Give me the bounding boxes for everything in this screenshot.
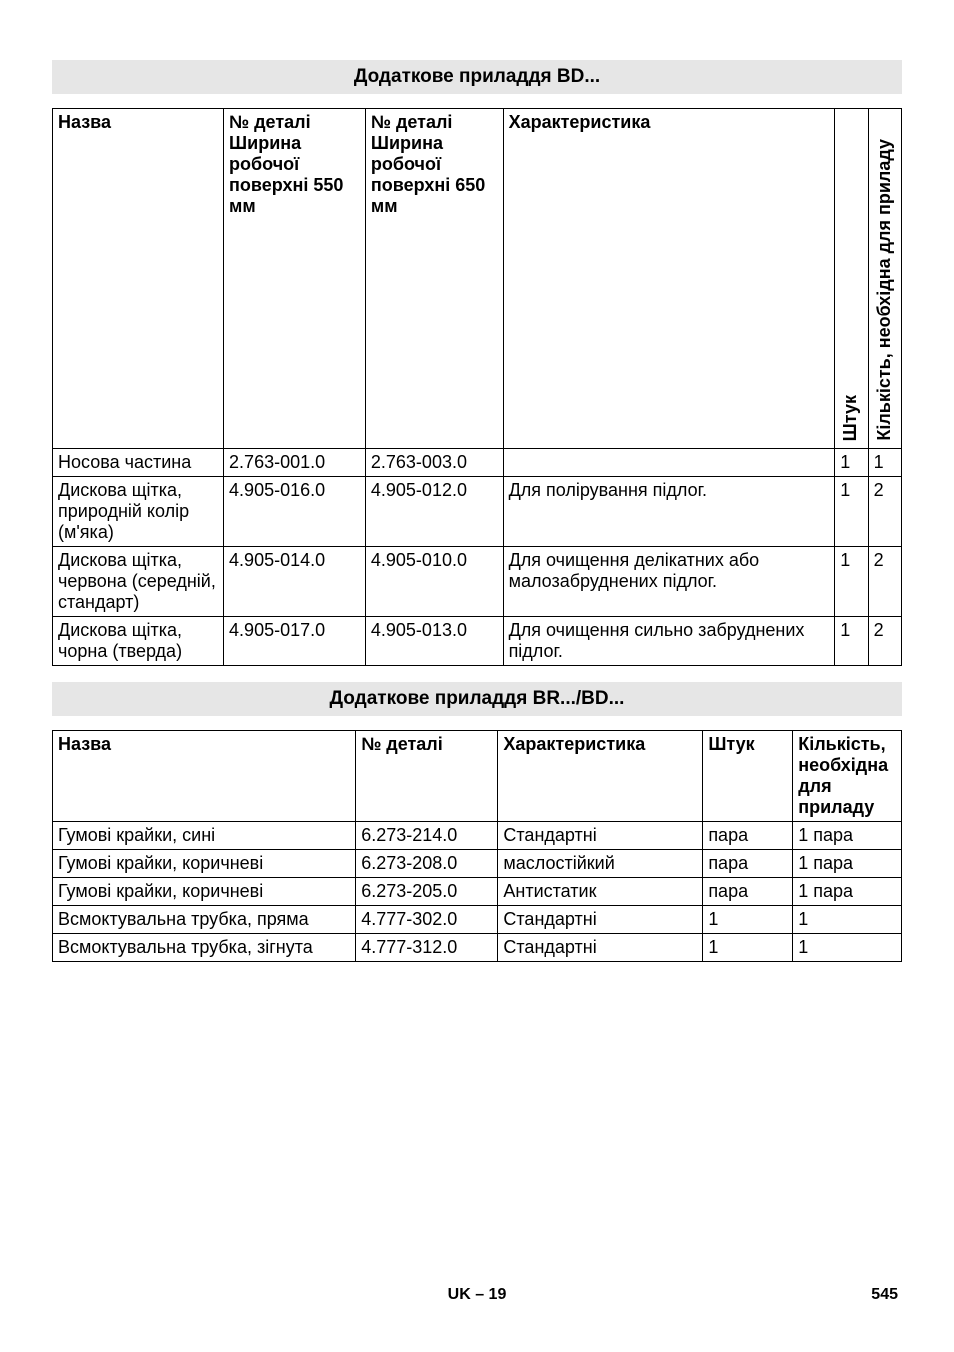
section1-heading: Додаткове приладдя BD... <box>52 60 902 94</box>
col2-desc: Характеристика <box>498 731 703 822</box>
col-name: Назва <box>53 109 224 449</box>
footer: UK – 19 <box>0 1286 954 1304</box>
table1-body: Носова частина 2.763-001.0 2.763-003.0 1… <box>53 449 902 666</box>
table2-body: Гумові крайки, сині 6.273-214.0 Стандарт… <box>53 822 902 962</box>
col2-qty: Кількість, необхідна для приладу <box>793 731 902 822</box>
table-row: Дискова щітка, природній колір (м'яка) 4… <box>53 477 902 547</box>
table-row: Дискова щітка, чорна (тверда) 4.905-017.… <box>53 617 902 666</box>
footer-center: UK – 19 <box>448 1286 507 1304</box>
table-brbd: Назва № деталі Характеристика Штук Кільк… <box>52 730 902 962</box>
col-desc: Характеристика <box>503 109 835 449</box>
col2-part: № деталі <box>356 731 498 822</box>
table-row: Дискова щітка, червона (середній, станда… <box>53 547 902 617</box>
table-row: Всмоктувальна трубка, зігнута 4.777-312.… <box>53 934 902 962</box>
table-row: Всмоктувальна трубка, пряма 4.777-302.0 … <box>53 906 902 934</box>
page-number: 545 <box>871 1286 898 1304</box>
col2-pcs: Штук <box>703 731 793 822</box>
table-row: Гумові крайки, сині 6.273-214.0 Стандарт… <box>53 822 902 850</box>
table-row: Носова частина 2.763-001.0 2.763-003.0 1… <box>53 449 902 477</box>
section2-heading: Додаткове приладдя BR.../BD... <box>52 682 902 716</box>
table-row: Гумові крайки, коричневі 6.273-208.0 мас… <box>53 850 902 878</box>
col2-name: Назва <box>53 731 356 822</box>
col-part550: № деталі Ширина робочої поверхні 550 мм <box>224 109 366 449</box>
col-part650: № деталі Ширина робочої поверхні 650 мм <box>365 109 503 449</box>
table-row: Гумові крайки, коричневі 6.273-205.0 Ант… <box>53 878 902 906</box>
col-qty: Кількість, необхідна для приладу <box>868 109 901 449</box>
table-bd: Назва № деталі Ширина робочої поверхні 5… <box>52 108 902 666</box>
col-pcs: Штук <box>835 109 868 449</box>
